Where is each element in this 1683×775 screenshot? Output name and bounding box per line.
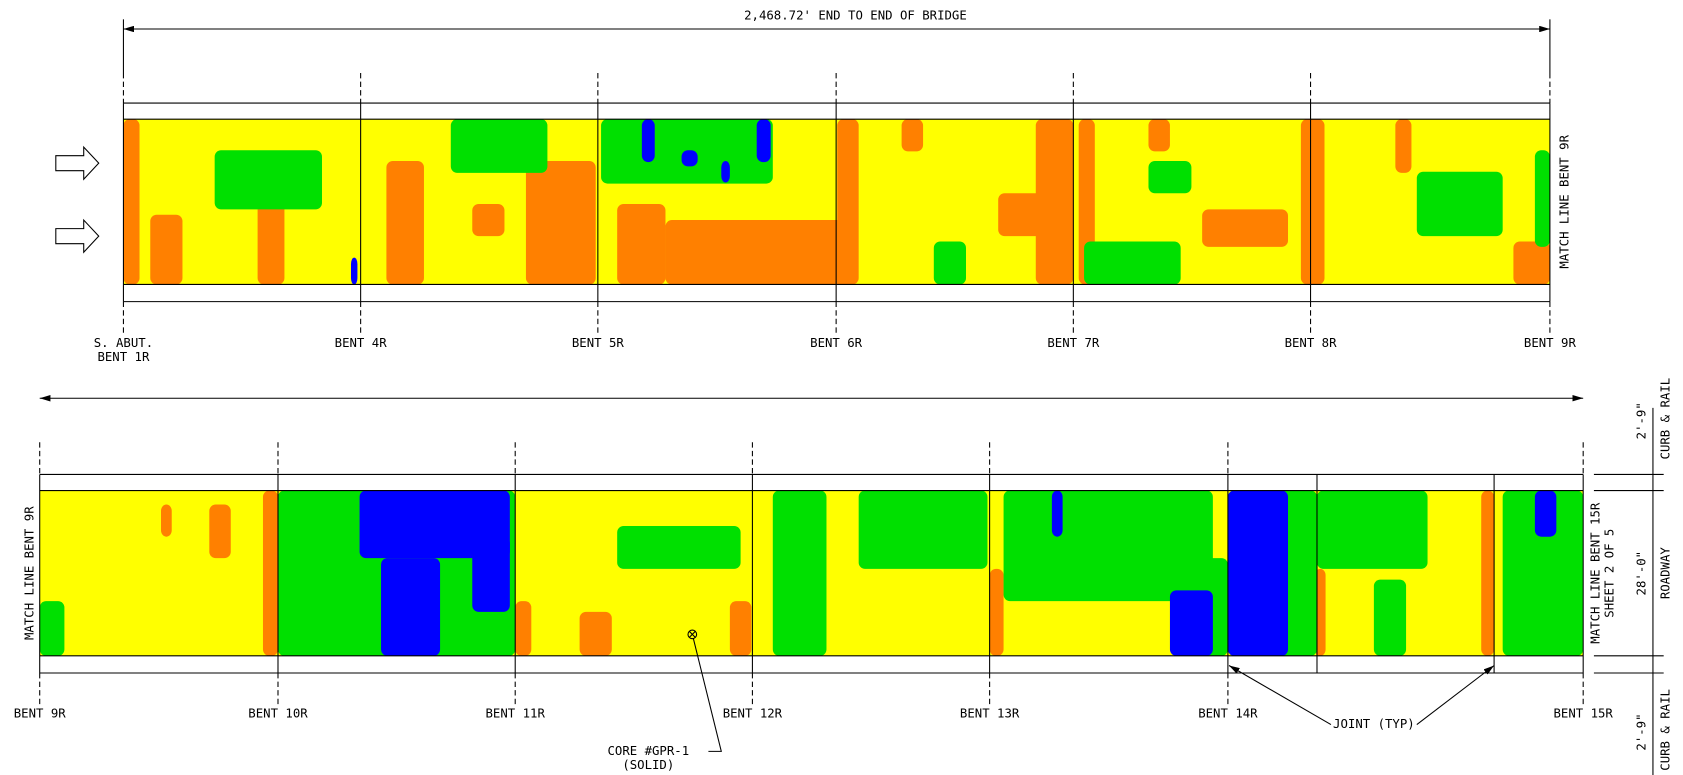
bent-label: BENT 1R (97, 350, 150, 364)
joint-label: JOINT (TYP) (1333, 717, 1415, 731)
condition-patch (1300, 119, 1325, 285)
condition-patch (262, 490, 278, 656)
bent-label: BENT 7R (1047, 336, 1100, 350)
condition-patch (1227, 490, 1289, 656)
condition-patch (1373, 579, 1407, 656)
core-marker (688, 630, 696, 638)
condition-patch (1148, 119, 1170, 152)
traffic-arrow (55, 218, 100, 254)
condition-patch (617, 203, 666, 285)
condition-patch (515, 601, 532, 656)
dimension-label: CURB & RAIL (1658, 378, 1672, 460)
condition-patch (1502, 490, 1584, 656)
condition-patch (359, 490, 510, 559)
condition-patch (901, 119, 924, 152)
condition-patch (1316, 490, 1428, 569)
condition-patch (386, 161, 424, 285)
condition-patch (579, 611, 612, 656)
condition-patch (1416, 171, 1503, 237)
condition-patch (1148, 161, 1192, 194)
bent-label: BENT 15R (1553, 706, 1613, 720)
condition-patch (665, 220, 848, 285)
condition-patch (150, 214, 183, 285)
condition-patch (729, 601, 752, 656)
condition-patch (681, 150, 698, 167)
condition-patch (472, 203, 505, 237)
condition-patch (721, 161, 730, 183)
deck-map-bottom (39, 490, 1584, 656)
condition-patch (350, 257, 358, 285)
condition-patch (1202, 209, 1289, 247)
condition-patch (617, 525, 741, 569)
condition-patch (525, 161, 596, 285)
bent-label: BENT 9R (1524, 336, 1577, 350)
bent-label: BENT 10R (248, 706, 308, 720)
core-label: CORE #GPR-1 (607, 744, 689, 758)
bent-label: BENT 11R (486, 706, 546, 720)
condition-patch (1513, 241, 1550, 285)
condition-patch (1084, 241, 1181, 285)
core-marker (687, 629, 698, 640)
linework (39, 73, 1584, 705)
condition-patch (1035, 119, 1074, 285)
condition-patch (123, 119, 140, 285)
bent-label: BENT 5R (572, 336, 625, 350)
condition-patch (381, 558, 441, 656)
bent-label: BENT 6R (810, 336, 863, 350)
bent-label: BENT 14R (1198, 706, 1258, 720)
condition-patch (756, 119, 771, 163)
condition-patch (161, 504, 172, 537)
condition-patch (472, 536, 510, 612)
match-line-label: MATCH LINE BENT 9R (1557, 134, 1571, 268)
condition-patch (858, 490, 988, 569)
bent-label: BENT 13R (960, 706, 1020, 720)
condition-patch (1169, 590, 1213, 656)
condition-patch (933, 241, 967, 285)
dimension-label: 2,468.72' END TO END OF BRIDGE (744, 9, 967, 23)
leader-line (1228, 665, 1332, 725)
bent-label: BENT 8R (1285, 336, 1338, 350)
condition-patch (1534, 490, 1557, 537)
bent-label: BENT 9R (14, 706, 67, 720)
match-line-label: MATCH LINE BENT 9R (23, 506, 37, 640)
core-note: (SOLID) (622, 758, 674, 772)
dimension-label: CURB & RAIL (1658, 689, 1672, 771)
condition-patch (772, 490, 827, 656)
condition-patch (1481, 490, 1495, 656)
condition-patch (989, 568, 1004, 656)
dimension-label: 28'-0" (1635, 551, 1649, 596)
condition-patch (214, 150, 323, 210)
condition-patch (1051, 490, 1063, 537)
sheet-label: SHEET 2 OF 5 (1603, 529, 1617, 618)
leader-line (1416, 665, 1495, 725)
condition-patch (837, 119, 859, 285)
dimension-label: 2'-9" (1635, 713, 1649, 750)
condition-patch (209, 504, 231, 559)
condition-patch (1534, 150, 1550, 247)
bent-label: S. ABUT. (94, 336, 153, 350)
bent-label: BENT 12R (723, 706, 783, 720)
dimension-label: ROADWAY (1658, 547, 1672, 600)
condition-patch (450, 119, 548, 173)
condition-patch (1395, 119, 1412, 173)
condition-patch (641, 119, 655, 163)
condition-patch (39, 601, 65, 656)
match-line-label: MATCH LINE BENT 15R (1589, 502, 1603, 644)
leader-line (692, 638, 722, 752)
bent-label: BENT 4R (335, 336, 388, 350)
condition-patch (257, 193, 285, 285)
dimension-label: 2'-9" (1635, 402, 1649, 439)
traffic-arrow (55, 145, 100, 181)
